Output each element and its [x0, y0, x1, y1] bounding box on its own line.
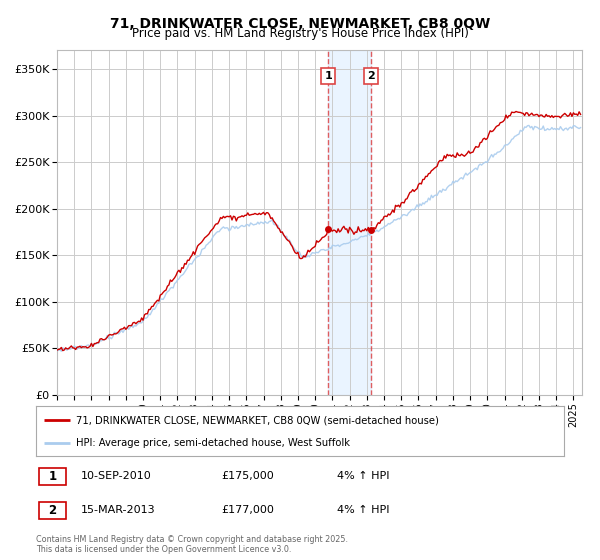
Text: Contains HM Land Registry data © Crown copyright and database right 2025.
This d: Contains HM Land Registry data © Crown c… — [36, 535, 348, 554]
Text: Price paid vs. HM Land Registry's House Price Index (HPI): Price paid vs. HM Land Registry's House … — [131, 27, 469, 40]
Text: 2: 2 — [367, 71, 375, 81]
Bar — [38, 502, 66, 519]
Text: £177,000: £177,000 — [221, 505, 274, 515]
Text: 4% ↑ HPI: 4% ↑ HPI — [337, 505, 389, 515]
Text: 4% ↑ HPI: 4% ↑ HPI — [337, 472, 389, 482]
Text: 71, DRINKWATER CLOSE, NEWMARKET, CB8 0QW (semi-detached house): 71, DRINKWATER CLOSE, NEWMARKET, CB8 0QW… — [76, 415, 439, 425]
Bar — [328, 50, 371, 395]
Text: 10-SEP-2010: 10-SEP-2010 — [81, 472, 152, 482]
Text: 2: 2 — [49, 504, 56, 517]
Text: 1: 1 — [49, 470, 56, 483]
Text: HPI: Average price, semi-detached house, West Suffolk: HPI: Average price, semi-detached house,… — [76, 438, 350, 449]
Text: 1: 1 — [324, 71, 332, 81]
Text: 71, DRINKWATER CLOSE, NEWMARKET, CB8 0QW: 71, DRINKWATER CLOSE, NEWMARKET, CB8 0QW — [110, 17, 490, 31]
Bar — [38, 468, 66, 485]
Text: 15-MAR-2013: 15-MAR-2013 — [81, 505, 155, 515]
Text: £175,000: £175,000 — [221, 472, 274, 482]
